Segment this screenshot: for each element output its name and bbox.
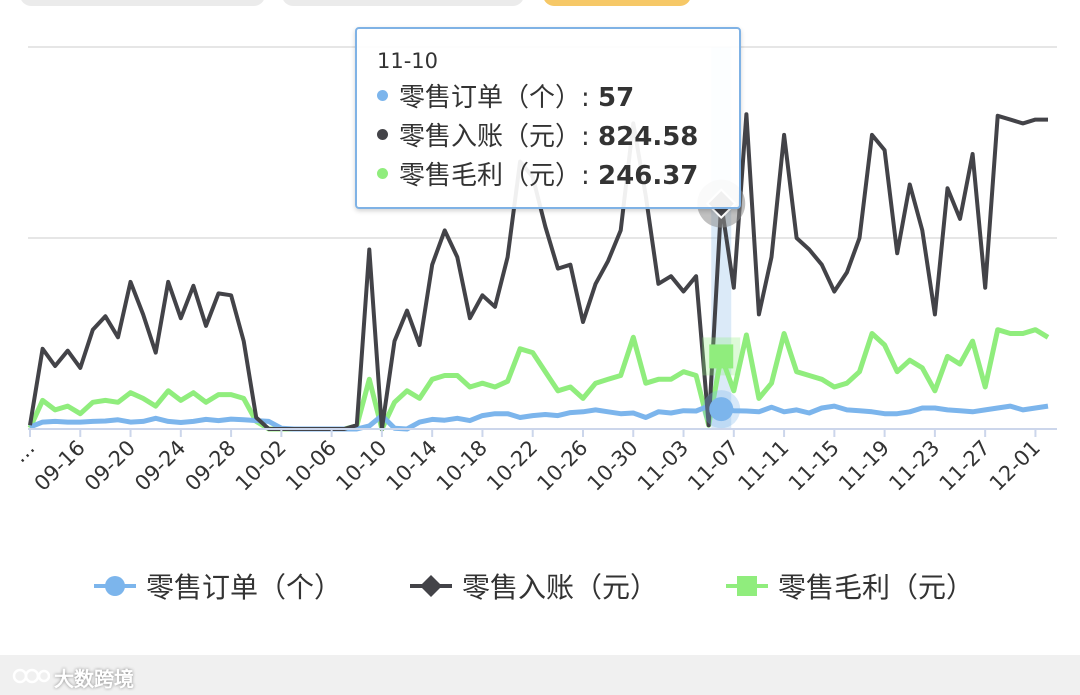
tooltip: 11-10 零售订单（个）: 57 零售入账（元）: 824.58 零售毛利（元…	[355, 27, 741, 209]
series-line-orders	[29, 403, 1049, 432]
tooltip-profit-value: 246.37	[598, 161, 699, 191]
watermark: 大数跨境	[12, 663, 134, 692]
top-tab-2[interactable]	[282, 0, 524, 6]
legend-item-orders[interactable]: 零售订单（个）	[92, 566, 342, 606]
x-tick-label: 10-18	[432, 436, 492, 496]
chart-legend: 零售订单（个） 零售入账（元） 零售毛利（元）	[92, 566, 1040, 606]
legend-label-orders: 零售订单（个）	[146, 571, 343, 604]
x-tick-label: 11-07	[683, 436, 743, 496]
x-tick-label: 10-02	[231, 436, 291, 496]
x-tick-label: 11-03	[633, 436, 693, 496]
legend-label-profit: 零售毛利（元）	[778, 571, 975, 604]
profit-hover-marker	[709, 344, 734, 369]
x-tick-label: 11-11	[733, 436, 793, 496]
x-tick-label: 11-23	[884, 436, 944, 496]
x-tick-label: 09-24	[130, 436, 190, 496]
x-axis: …09-1609-2009-2409-2810-0210-0610-1010-1…	[8, 428, 1057, 496]
diamond-marker-icon	[410, 575, 453, 597]
x-tick-label: 10-10	[331, 436, 391, 496]
circle-marker-icon	[94, 576, 136, 596]
legend-item-revenue[interactable]: 零售入账（元）	[408, 566, 658, 606]
tooltip-row-profit: 零售毛利（元）: 246.37	[377, 157, 739, 196]
watermark-logo-icon	[12, 666, 51, 691]
watermark-text: 大数跨境	[54, 667, 134, 691]
x-tick-label: 11-15	[784, 436, 844, 496]
tooltip-row-revenue: 零售入账（元）: 824.58	[377, 118, 739, 157]
legend-label-revenue: 零售入账（元）	[462, 571, 659, 604]
x-tick-label: 10-14	[382, 436, 442, 496]
x-tick-label: 09-16	[30, 436, 90, 496]
top-tab-1[interactable]	[20, 0, 265, 6]
footer-bar	[0, 655, 1080, 695]
x-tick-label: 10-26	[532, 436, 592, 496]
profit-dot-icon	[377, 168, 388, 179]
top-tab-3-active[interactable]	[543, 0, 691, 6]
revenue-dot-icon	[377, 129, 388, 140]
orders-hover-marker	[709, 397, 734, 422]
x-tick-label: 10-30	[583, 436, 643, 496]
x-tick-label: …	[8, 436, 40, 468]
legend-item-profit[interactable]: 零售毛利（元）	[724, 566, 974, 606]
x-tick-label: 11-27	[935, 436, 995, 496]
series-line-profit	[27, 327, 1050, 432]
tooltip-profit-label: 零售毛利（元）	[399, 161, 582, 191]
tooltip-orders-value: 57	[598, 83, 635, 113]
tooltip-revenue-value: 824.58	[598, 122, 699, 152]
square-marker-icon	[726, 576, 769, 596]
x-tick-label: 10-22	[482, 436, 542, 496]
x-tick-label: 12-01	[985, 436, 1045, 496]
orders-dot-icon	[377, 90, 388, 101]
x-tick-label: 11-19	[834, 436, 894, 496]
tooltip-date: 11-10	[377, 49, 439, 73]
tooltip-revenue-label: 零售入账（元）	[399, 122, 582, 152]
tooltip-orders-label: 零售订单（个）	[399, 83, 582, 113]
x-tick-label: 09-20	[80, 436, 140, 496]
tooltip-row-orders: 零售订单（个）: 57	[377, 79, 739, 118]
x-tick-label: 09-28	[180, 436, 240, 496]
x-tick-label: 10-06	[281, 436, 341, 496]
